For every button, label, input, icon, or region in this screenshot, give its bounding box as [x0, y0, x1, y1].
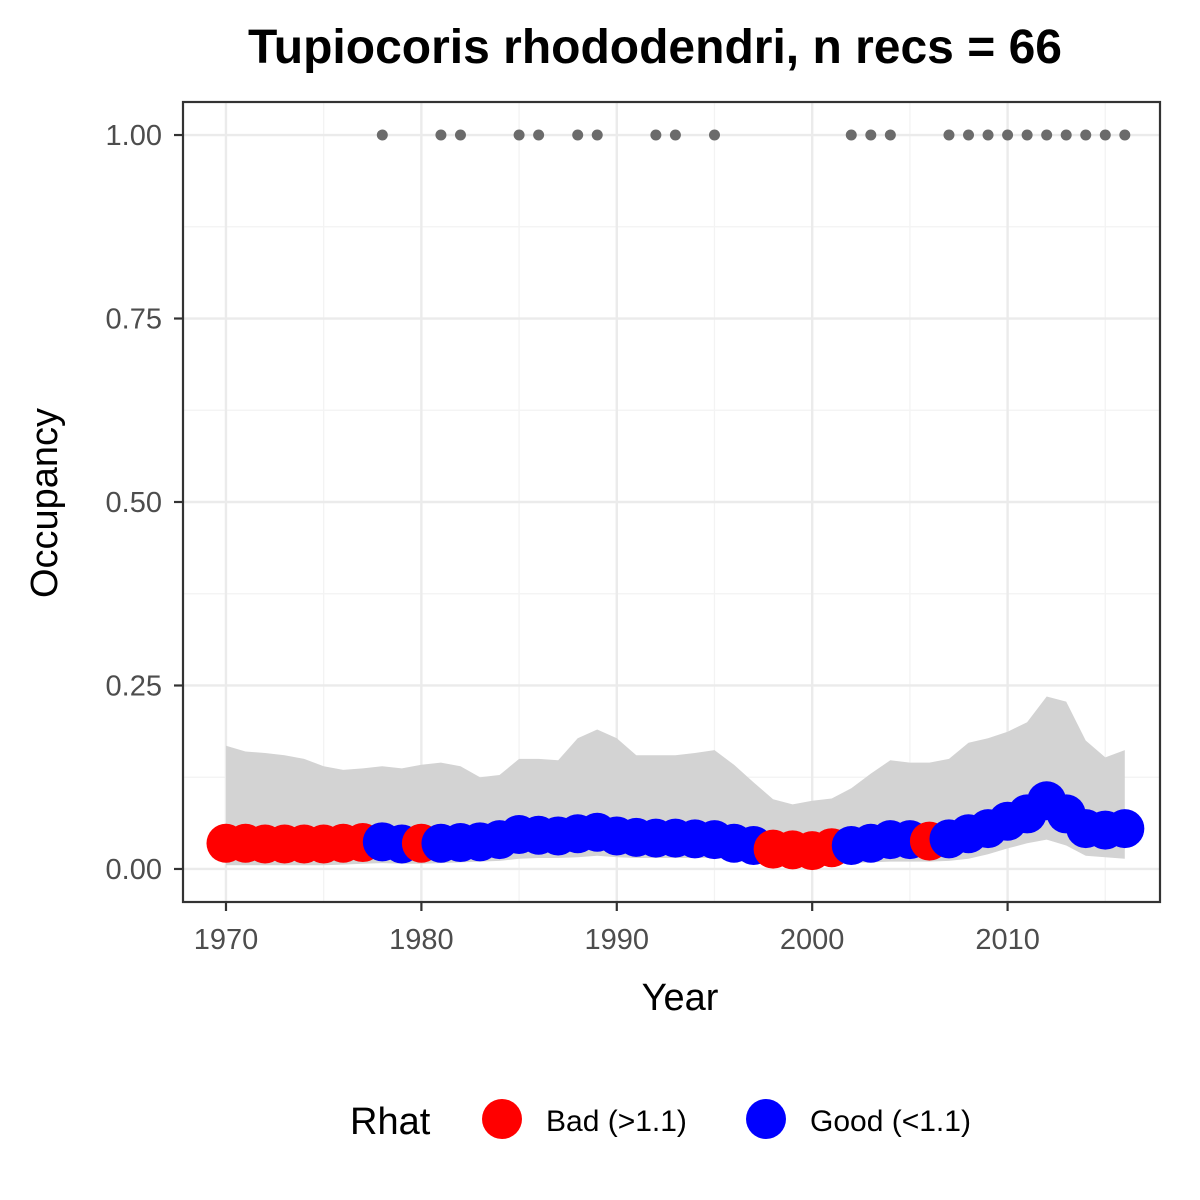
- record-point: [963, 129, 975, 141]
- legend-label-bad: Bad (>1.1): [546, 1105, 687, 1138]
- x-tick-label: 1970: [194, 924, 259, 956]
- record-point: [1099, 129, 1111, 141]
- occupancy-points: [206, 781, 1145, 871]
- record-point: [572, 129, 584, 141]
- x-tick-label: 1990: [585, 924, 650, 956]
- y-axis: 0.00 0.25 0.50 0.75 1.00: [106, 120, 183, 886]
- record-point: [533, 129, 545, 141]
- record-point: [982, 129, 994, 141]
- record-point: [943, 129, 955, 141]
- x-tick-label: 1980: [389, 924, 454, 956]
- record-point: [650, 129, 662, 141]
- record-point: [1002, 129, 1014, 141]
- record-point: [1119, 129, 1131, 141]
- record-point: [865, 129, 877, 141]
- record-point: [1021, 129, 1033, 141]
- record-point: [1080, 129, 1092, 141]
- record-point: [845, 129, 857, 141]
- legend: Rhat Bad (>1.1) Good (<1.1): [350, 1099, 971, 1143]
- record-point: [591, 129, 603, 141]
- y-axis-title: Occupancy: [24, 408, 66, 598]
- occupancy-point: [1105, 809, 1145, 849]
- record-point: [513, 129, 525, 141]
- y-tick-label: 0.75: [106, 304, 162, 336]
- record-point: [669, 129, 681, 141]
- x-axis-title: Year: [642, 977, 719, 1019]
- legend-key-bad: [482, 1099, 522, 1139]
- legend-label-good: Good (<1.1): [810, 1105, 971, 1138]
- y-tick-label: 0.00: [106, 854, 162, 886]
- record-points: [376, 129, 1131, 141]
- y-tick-label: 0.25: [106, 670, 162, 702]
- chart-title: Tupiocoris rhododendri, n recs = 66: [248, 21, 1062, 74]
- legend-title: Rhat: [350, 1101, 431, 1143]
- y-tick-label: 0.50: [106, 487, 162, 519]
- record-point: [435, 129, 447, 141]
- x-axis: 1970 1980 1990 2000 2010: [194, 902, 1040, 956]
- record-point: [884, 129, 896, 141]
- record-point: [454, 129, 466, 141]
- plot-area: [181, 100, 1162, 904]
- x-tick-label: 2010: [975, 924, 1040, 956]
- y-tick-label: 1.00: [106, 120, 162, 152]
- x-tick-label: 2000: [780, 924, 845, 956]
- record-point: [708, 129, 720, 141]
- record-point: [1060, 129, 1072, 141]
- legend-key-good: [746, 1099, 786, 1139]
- record-point: [376, 129, 388, 141]
- record-point: [1041, 129, 1053, 141]
